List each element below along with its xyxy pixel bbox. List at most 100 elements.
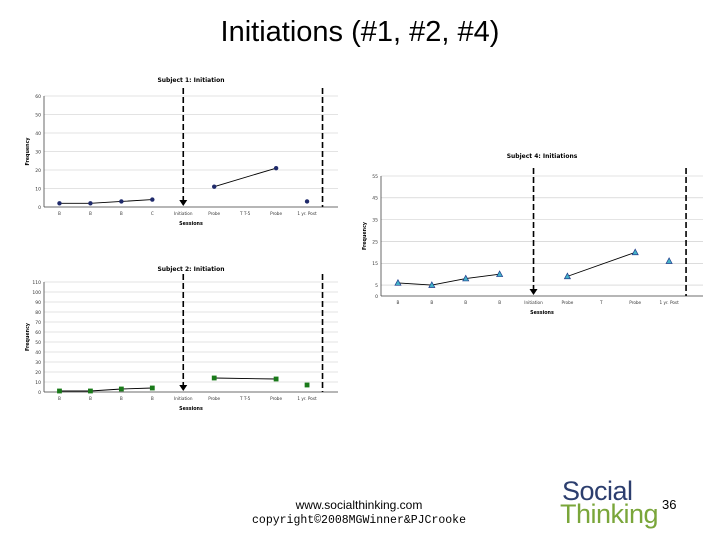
y-tick-label: 100: [32, 290, 41, 296]
x-tick-label: B: [498, 300, 501, 305]
logo-word-social: Social: [562, 476, 633, 506]
x-tick-label: B: [89, 211, 92, 216]
series-line: [59, 199, 153, 204]
data-point: [212, 184, 217, 189]
x-tick-label: Probe: [270, 396, 282, 401]
x-axis-label: Sessions: [530, 310, 554, 316]
x-tick-label: C: [151, 211, 154, 216]
data-point: [119, 199, 124, 204]
x-tick-label: Probe: [208, 396, 220, 401]
y-tick-label: 35: [372, 217, 378, 223]
x-tick-label: B: [430, 300, 433, 305]
y-tick-label: 5: [375, 283, 378, 289]
social-thinking-logo: Social Thinking: [560, 476, 680, 532]
x-tick-label: 1 yr. Post: [297, 396, 317, 401]
y-tick-label: 30: [35, 149, 41, 155]
data-point: [496, 270, 504, 277]
y-axis-label: Frequency: [25, 137, 31, 166]
x-tick-label: Initiation: [174, 211, 193, 216]
y-tick-label: 10: [35, 186, 41, 192]
data-point: [273, 376, 279, 382]
x-tick-label: T T-5: [239, 396, 251, 401]
y-tick-label: 70: [35, 320, 41, 326]
data-point: [304, 382, 310, 388]
y-tick-label: 20: [35, 370, 41, 376]
x-axis-label: Sessions: [179, 221, 203, 227]
series-line: [59, 387, 153, 392]
data-point: [273, 165, 279, 171]
y-axis-label: Frequency: [25, 322, 31, 351]
data-point: [149, 385, 155, 391]
x-axis-label: Sessions: [179, 406, 203, 412]
y-tick-label: 0: [38, 205, 41, 211]
y-tick-label: 90: [35, 300, 41, 306]
x-tick-label: B: [151, 396, 154, 401]
data-point: [631, 248, 639, 256]
y-tick-label: 50: [35, 340, 41, 346]
y-tick-label: 45: [372, 196, 378, 202]
chart-title: Subject 1: Initiation: [157, 77, 224, 84]
slide-title: Initiations (#1, #2, #4): [220, 16, 500, 48]
x-tick-label: 1 yr. Post: [297, 211, 317, 216]
x-tick-label: B: [464, 300, 467, 305]
y-tick-label: 0: [375, 294, 378, 300]
data-point: [665, 257, 673, 264]
footer-url[interactable]: www.socialthinking.com: [295, 498, 423, 512]
x-tick-label: T T-5: [239, 211, 251, 216]
chart-title: Subject 2: Initiation: [157, 266, 224, 273]
y-tick-label: 55: [372, 174, 378, 180]
data-point: [563, 272, 572, 280]
y-tick-label: 40: [35, 350, 41, 356]
series-line: [397, 273, 500, 286]
data-point: [57, 388, 62, 394]
data-point: [118, 386, 124, 392]
x-tick-label: Probe: [208, 211, 220, 216]
y-tick-label: 15: [372, 261, 378, 267]
phase-arrow: [529, 289, 538, 295]
x-tick-label: B: [397, 300, 400, 305]
logo-word-thinking: Thinking: [560, 499, 659, 529]
series-line: [214, 167, 277, 188]
y-tick-label: 50: [35, 112, 41, 118]
series-line: [214, 377, 277, 380]
data-point: [88, 201, 93, 206]
chart-subject2: Subject 2: Initiation 0 10 20 30 40 50 60 70 80 90…: [25, 266, 338, 412]
x-tick-label: B: [58, 396, 61, 401]
y-tick-label: 25: [372, 239, 378, 245]
x-tick-label: T: [599, 300, 603, 305]
y-tick-label: 40: [35, 131, 41, 137]
data-point: [150, 197, 155, 202]
data-point: [304, 199, 310, 204]
data-point: [211, 375, 217, 381]
data-point: [462, 274, 470, 282]
y-tick-label: 10: [35, 380, 41, 386]
data-point: [57, 201, 62, 206]
y-tick-label: 110: [32, 280, 41, 286]
x-tick-label: B: [89, 396, 92, 401]
x-tick-label: Initiation: [174, 396, 193, 401]
phase-arrow: [179, 200, 188, 206]
data-point: [394, 278, 402, 286]
footer: www.socialthinking.com copyright©2008MGW…: [234, 497, 484, 529]
x-tick-label: Probe: [270, 211, 282, 216]
y-axis-label: Frequency: [362, 221, 368, 250]
y-tick-label: 60: [35, 330, 41, 336]
y-tick-label: 80: [35, 310, 41, 316]
y-tick-label: 60: [35, 94, 41, 100]
y-tick-label: 20: [35, 168, 41, 174]
footer-copyright: copyright©2008MGWinner&PJCrooke: [252, 514, 466, 527]
x-tick-label: Probe: [561, 300, 573, 305]
x-tick-label: B: [120, 396, 123, 401]
x-tick-label: B: [120, 211, 123, 216]
x-tick-label: B: [58, 211, 61, 216]
y-tick-label: 0: [38, 390, 41, 396]
data-point: [88, 388, 93, 394]
page-number: 36: [662, 497, 677, 512]
chart-subject1: Subject 1: Initiation 0 10 20 30 40 50 60 B B B C In…: [25, 77, 338, 227]
x-tick-label: Probe: [629, 300, 641, 305]
x-tick-label: Initiation: [524, 300, 543, 305]
x-tick-label: 1 yr. Post: [659, 300, 679, 305]
series-line: [567, 251, 636, 277]
data-point: [428, 281, 436, 288]
chart-title: Subject 4: Initiations: [507, 153, 578, 160]
